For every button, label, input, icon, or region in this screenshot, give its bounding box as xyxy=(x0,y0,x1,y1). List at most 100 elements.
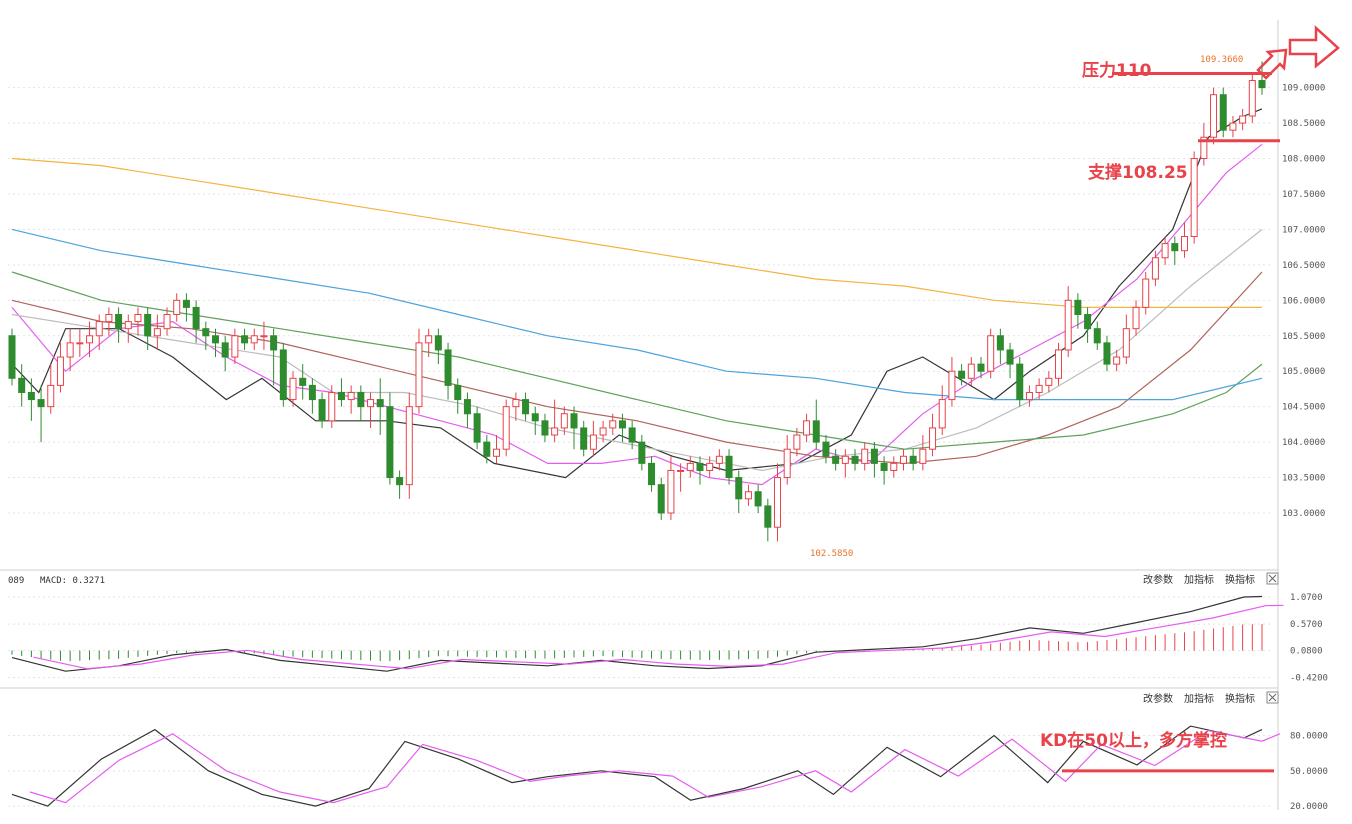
candle-body xyxy=(938,399,946,429)
candle-body xyxy=(1035,384,1043,393)
candle-body xyxy=(367,399,375,408)
macd-y-tick: 1.0700 xyxy=(1290,593,1323,603)
candle-body xyxy=(386,406,394,479)
candle-body xyxy=(686,462,694,471)
candle-body xyxy=(1103,342,1111,365)
candle-body xyxy=(793,434,801,450)
candle-body xyxy=(211,335,219,344)
candle-body xyxy=(628,427,636,443)
candle-body xyxy=(502,406,510,450)
candle-body xyxy=(1132,306,1140,330)
macd-dif-line xyxy=(11,595,1263,672)
candle-body xyxy=(890,462,898,471)
candle-body xyxy=(153,328,161,337)
candle-body xyxy=(1084,313,1092,330)
candle-body xyxy=(512,399,520,408)
candle-body xyxy=(231,335,239,358)
candle-body xyxy=(919,448,927,464)
resistance-label: 压力110 xyxy=(1082,60,1152,81)
moving-average-line xyxy=(11,157,1262,308)
y-tick-label: 108.0000 xyxy=(1282,155,1325,165)
candle-body xyxy=(996,335,1004,351)
y-tick-label: 103.0000 xyxy=(1282,509,1325,519)
candle-body xyxy=(405,406,413,486)
candle-body xyxy=(909,455,917,464)
kd-annotation: KD在50以上，多方掌控 xyxy=(1040,730,1227,751)
candle-body xyxy=(163,313,171,330)
kd-d-line xyxy=(29,729,1281,804)
candle-body xyxy=(967,363,975,379)
macd-y-tick: 0.0800 xyxy=(1290,647,1323,657)
trend-arrow-icon xyxy=(1288,25,1340,69)
candle-body xyxy=(260,335,268,338)
macd-dea-line xyxy=(33,604,1284,670)
candle-body xyxy=(958,370,966,379)
moving-average-line xyxy=(11,228,1263,472)
y-tick-label: 105.5000 xyxy=(1282,332,1325,342)
candle-body xyxy=(522,399,530,415)
macd-header-prefix: 089 xyxy=(8,576,24,586)
kd-y-tick: 20.0000 xyxy=(1290,802,1328,812)
candle-body xyxy=(1219,94,1227,131)
candle-body xyxy=(95,321,103,337)
candle-body xyxy=(1239,115,1247,124)
support-label: 支撑108.25 xyxy=(1088,162,1188,183)
macd-y-tick: 0.5700 xyxy=(1290,620,1323,630)
candle-body xyxy=(308,384,316,401)
candle-body xyxy=(1151,257,1159,280)
candle-body xyxy=(667,469,675,514)
y-tick-label: 106.0000 xyxy=(1282,296,1325,306)
candle-body xyxy=(202,328,210,337)
candle-body xyxy=(182,299,190,308)
candle-body xyxy=(134,313,142,323)
candle-body xyxy=(1161,243,1169,259)
candle-body xyxy=(56,356,64,386)
candle-body xyxy=(754,491,762,507)
candle-body xyxy=(1055,349,1063,379)
candle-body xyxy=(8,335,16,379)
candle-body xyxy=(706,462,714,471)
candle-body xyxy=(987,335,995,372)
candle-body xyxy=(396,477,404,486)
candle-body xyxy=(454,384,462,401)
candle-body xyxy=(318,399,326,422)
candle-body xyxy=(638,441,646,464)
candle-body xyxy=(483,441,491,457)
candle-body xyxy=(279,349,287,401)
candle-body xyxy=(463,399,471,415)
close-icon xyxy=(1268,574,1277,583)
kd-y-tick: 50.0000 xyxy=(1290,767,1328,777)
candle-body xyxy=(18,377,26,393)
candle-body xyxy=(618,420,626,429)
macd-y-tick: -0.4200 xyxy=(1290,674,1328,684)
candle-body xyxy=(551,427,559,436)
candle-body xyxy=(1229,122,1237,131)
candle-body xyxy=(531,413,539,422)
candle-body xyxy=(783,448,791,479)
candle-body xyxy=(648,462,656,486)
y-tick-label: 106.5000 xyxy=(1282,261,1325,271)
candle-body xyxy=(735,477,743,500)
candle-body xyxy=(76,342,84,345)
candle-body xyxy=(1093,328,1101,344)
toolbar-edit-params-button: 改参数 xyxy=(1143,692,1173,705)
candle-body xyxy=(434,335,442,351)
candle-body xyxy=(376,399,384,408)
toolbar-switch-indicator-button: 换指标 xyxy=(1225,692,1255,705)
candle-body xyxy=(1025,391,1033,401)
candle-body xyxy=(774,477,782,528)
toolbar-add-indicator-button: 加指标 xyxy=(1184,573,1214,586)
candle-body xyxy=(570,413,578,429)
candle-body xyxy=(803,420,811,436)
candle-body xyxy=(492,448,500,457)
candle-body xyxy=(832,455,840,464)
candle-body xyxy=(66,342,74,358)
low-price-label: 102.5850 xyxy=(810,549,853,559)
candle-body xyxy=(599,427,607,436)
candle-body xyxy=(124,321,132,330)
candle-body xyxy=(541,420,549,436)
y-tick-label: 107.5000 xyxy=(1282,190,1325,200)
candle-body xyxy=(861,448,869,464)
candle-body xyxy=(1064,299,1072,351)
